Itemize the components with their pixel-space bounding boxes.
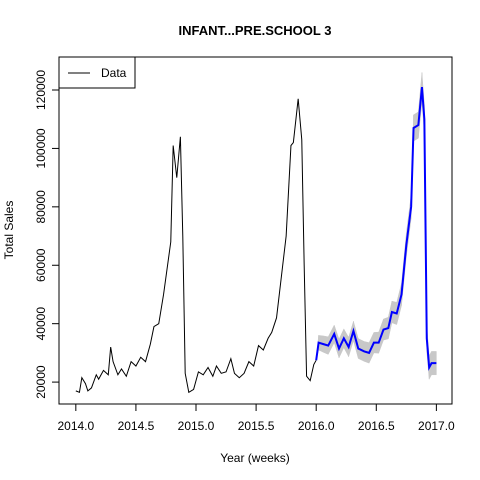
legend-label: Data	[101, 66, 127, 80]
x-tick-label: 2017.0	[418, 419, 455, 433]
x-tick-label: 2014.0	[57, 419, 94, 433]
x-tick-label: 2016.0	[298, 419, 335, 433]
x-axis-label: Year (weeks)	[220, 451, 290, 465]
x-tick-label: 2015.5	[238, 419, 275, 433]
x-tick-label: 2016.5	[358, 419, 395, 433]
chart-title: INFANT...PRE.SCHOOL 3	[179, 23, 332, 38]
x-tick-label: 2014.5	[118, 419, 155, 433]
y-axis-label: Total Sales	[2, 201, 16, 260]
y-tick-label: 20000	[34, 365, 48, 399]
y-tick-label: 60000	[34, 248, 48, 282]
y-tick-label: 120000	[34, 70, 48, 110]
x-tick-label: 2015.0	[178, 419, 215, 433]
forecast-line	[315, 86, 437, 371]
data-line	[75, 98, 317, 394]
y-tick-label: 100000	[34, 128, 48, 168]
y-tick-label: 40000	[34, 307, 48, 341]
plot-frame	[58, 56, 453, 405]
y-tick-label: 80000	[34, 190, 48, 224]
